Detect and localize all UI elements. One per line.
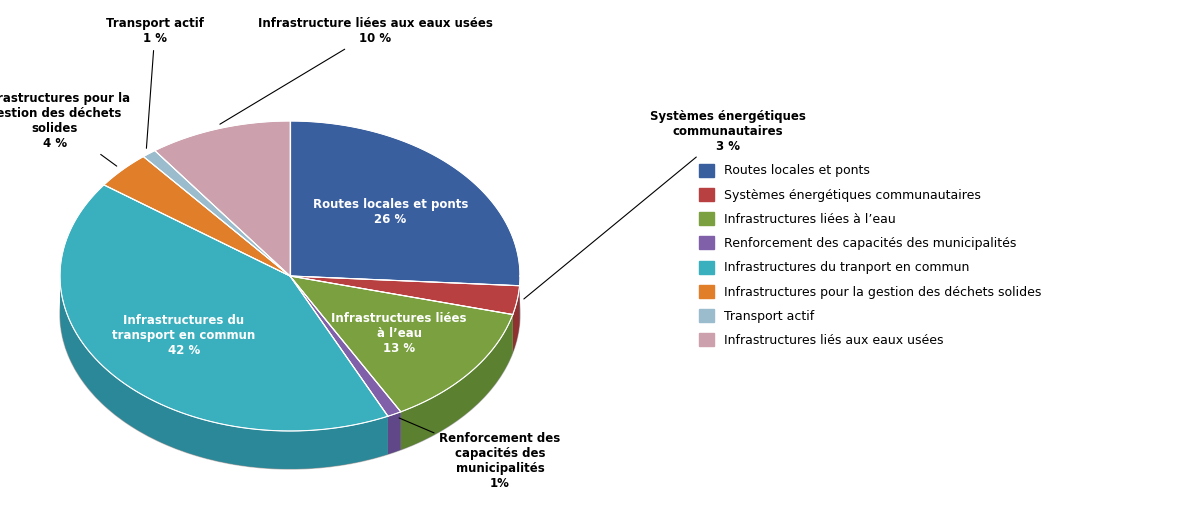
Text: Infrastructures pour la
gestion des déchets
solides
4 %: Infrastructures pour la gestion des déch… [0, 92, 131, 166]
Text: Transport actif
1 %: Transport actif 1 % [106, 17, 203, 148]
Polygon shape [290, 121, 520, 286]
Text: Systèmes énergétiques
communautaires
3 %: Systèmes énergétiques communautaires 3 % [524, 109, 806, 299]
Text: Routes locales et ponts
26 %: Routes locales et ponts 26 % [313, 198, 469, 227]
Text: Infrastructure liées aux eaux usées
10 %: Infrastructure liées aux eaux usées 10 % [220, 17, 493, 124]
Text: Renforcement des
capacités des
municipalités
1%: Renforcement des capacités des municipal… [399, 418, 560, 490]
Polygon shape [513, 286, 520, 352]
Polygon shape [401, 315, 513, 450]
Polygon shape [143, 151, 290, 276]
Text: Infrastructures du
transport en commun
42 %: Infrastructures du transport en commun 4… [112, 314, 256, 357]
Polygon shape [290, 276, 520, 315]
Polygon shape [290, 276, 401, 416]
Polygon shape [60, 185, 388, 431]
Polygon shape [104, 156, 290, 276]
Polygon shape [60, 279, 388, 469]
Polygon shape [388, 412, 401, 454]
Text: Infrastructures liées
à l’eau
13 %: Infrastructures liées à l’eau 13 % [331, 312, 466, 354]
Ellipse shape [60, 159, 520, 469]
Polygon shape [290, 276, 513, 412]
Legend: Routes locales et ponts, Systèmes énergétiques communautaires, Infrastructures l: Routes locales et ponts, Systèmes énergé… [693, 157, 1047, 353]
Polygon shape [155, 121, 290, 276]
